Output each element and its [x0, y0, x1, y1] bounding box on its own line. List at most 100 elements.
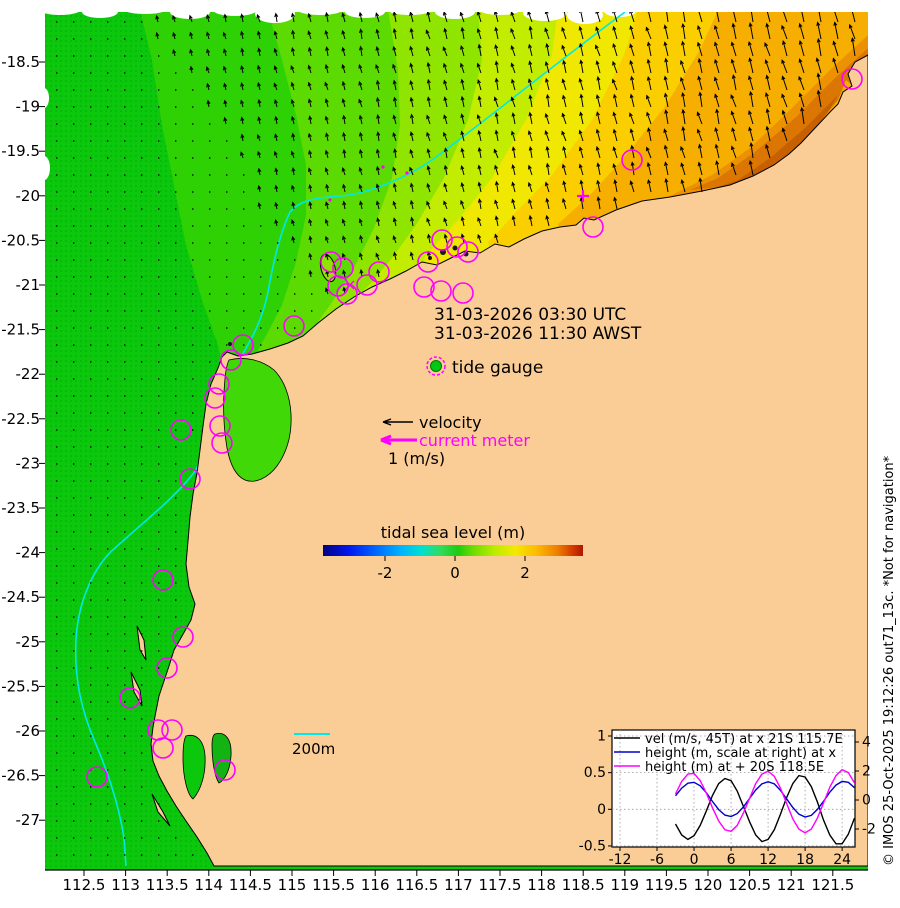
velocity-arrow: [527, 12, 533, 23]
velocity-arrow: [647, 178, 652, 193]
velocity-arrow: [375, 252, 380, 261]
velocity-arrow: [697, 24, 703, 40]
velocity-arrow: [545, 197, 550, 210]
tide-gauge-legend: tide gauge: [426, 356, 543, 378]
tide-gauge-marker: [86, 766, 108, 788]
velocity-arrow: [681, 91, 686, 108]
velocity-arrow: [257, 47, 262, 57]
current-meter-dot: [328, 198, 332, 202]
velocity-arrow: [714, 127, 720, 142]
velocity-arrow: [460, 44, 465, 57]
tide-gauge-marker: [209, 415, 231, 437]
velocity-arrow: [511, 78, 516, 91]
velocity-arrow: [240, 151, 244, 159]
velocity-arrow: [476, 62, 482, 74]
velocity-arrow: [341, 98, 346, 108]
velocity-arrow: [460, 181, 465, 193]
tide-gauge-marker: [417, 251, 439, 273]
velocity-arrow: [664, 109, 669, 125]
velocity-arrow: [427, 233, 431, 244]
velocity-arrow: [562, 12, 567, 23]
velocity-arrow: [443, 79, 448, 91]
model-boundary-scallop: [45, 12, 79, 15]
velocity-arrow: [409, 251, 414, 261]
tide-gauge-legend-icon: [430, 360, 442, 372]
velocity-arrow: [494, 233, 499, 244]
velocity-arrow: [494, 77, 499, 91]
lon-tick-label: 118: [527, 876, 556, 894]
velocity-arrow: [443, 182, 448, 193]
tide-gauge-marker: [211, 432, 233, 454]
depth-contour-legend: 200m: [292, 733, 335, 758]
velocity-arrow: [257, 64, 261, 74]
velocity-arrow: [307, 12, 312, 23]
velocity-arrow: [274, 12, 279, 23]
velocity-arrow: [698, 143, 703, 159]
model-boundary-scallop: [604, 12, 636, 17]
velocity-arrow: [359, 45, 364, 57]
velocity-arrow: [697, 75, 703, 91]
inset-curves: [674, 768, 855, 845]
velocity-arrow: [612, 43, 618, 57]
velocity-arrow: [392, 235, 397, 244]
velocity-arrow: [544, 27, 550, 40]
velocity-arrow: [595, 128, 601, 142]
velocity-arrow: [528, 94, 533, 108]
velocity-arrow: [358, 12, 363, 23]
velocity-arrow: [629, 128, 635, 142]
velocity-arrow: [733, 12, 737, 23]
velocity-arrow: [324, 98, 329, 108]
tide-gauge-marker: [179, 468, 201, 490]
velocity-arrow: [511, 181, 516, 193]
velocity-arrow: [308, 149, 312, 159]
legend-label-vel: vel (m/s, 45T) at x 21S 115.7E: [645, 732, 843, 747]
velocity-arrow: [629, 180, 635, 193]
velocity-arrow: [613, 179, 618, 193]
velocity-arrow: [307, 30, 312, 40]
velocity-arrow: [511, 146, 516, 159]
velocity-arrow: [595, 26, 601, 40]
velocity-arrow: [511, 215, 516, 227]
velocity-arrow: [359, 234, 364, 244]
velocity-arrow: [342, 269, 347, 278]
velocity-arrow: [596, 75, 601, 91]
velocity-arrow: [460, 62, 465, 74]
velocity-arrow: [596, 179, 601, 193]
velocity-arrow: [493, 148, 499, 159]
velocity-arrow: [748, 109, 754, 125]
velocity-arrow: [578, 129, 584, 142]
velocity-arrow: [222, 65, 227, 74]
velocity-arrow: [629, 59, 635, 74]
velocity-arrow: [325, 235, 329, 244]
velocity-arrow: [358, 166, 363, 176]
velocity-arrow: [426, 165, 431, 176]
depth-contour-label: 200m: [292, 740, 335, 758]
velocity-arrow: [748, 126, 754, 142]
model-boundary-notch: [45, 156, 50, 180]
velocity-arrow: [510, 62, 516, 74]
inset-yright-tick-label: -2: [862, 822, 876, 838]
velocity-arrow: [240, 64, 245, 74]
velocity-arrow: [629, 12, 635, 23]
velocity-arrow: [680, 178, 686, 193]
velocity-arrow: [765, 125, 771, 142]
velocity-arrow: [578, 12, 584, 23]
velocity-arrow: [578, 146, 584, 159]
velocity-arrow: [155, 31, 160, 40]
velocity-arrow: [409, 45, 414, 57]
velocity-arrow: [256, 13, 261, 23]
velocity-arrow: [324, 149, 329, 159]
velocity-arrow-icon: [382, 418, 413, 426]
velocity-arrow: [325, 287, 329, 295]
inset-axes: -12 -6 0 6 12 18 24 1 0.5 0 -0.5 4 2 0 -2: [579, 729, 876, 869]
velocity-arrow: [291, 219, 295, 227]
velocity-arrow: [257, 184, 262, 193]
velocity-arrow: [409, 113, 414, 125]
velocity-arrow: [223, 99, 228, 108]
velocity-arrow: [172, 49, 177, 57]
tide-gauge-marker: [431, 229, 453, 251]
velocity-legend-label: velocity: [419, 413, 482, 432]
velocity-arrow: [801, 12, 805, 23]
velocity-arrow: [392, 200, 397, 210]
